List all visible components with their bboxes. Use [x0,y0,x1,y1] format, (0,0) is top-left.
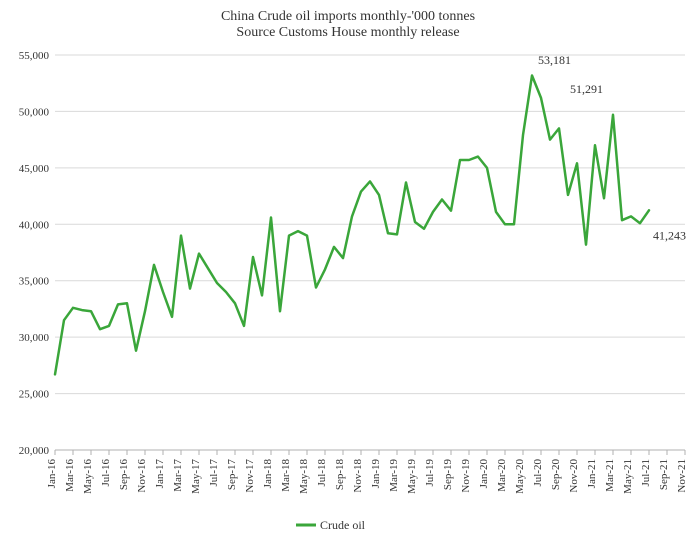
annotation-label: 41,243 [653,229,686,243]
x-tick-label: May-19 [406,459,418,494]
x-tick-label: Sep-20 [550,459,562,491]
y-tick-label: 45,000 [19,163,50,175]
x-tick-label: Mar-18 [280,459,292,492]
x-tick-label: Sep-21 [658,459,670,490]
x-tick-label: Jan-16 [46,459,58,489]
x-tick-label: Jul-17 [208,459,220,487]
x-tick-label: Mar-21 [604,459,616,492]
x-tick-label: May-16 [82,459,94,494]
x-tick-label: Nov-17 [244,459,256,493]
x-tick-label: May-20 [514,459,526,494]
x-tick-label: Sep-19 [442,459,454,491]
x-tick-label: Jul-19 [424,459,436,487]
y-tick-label: 40,000 [19,219,50,231]
x-tick-label: Nov-20 [568,459,580,493]
x-tick-label: Nov-21 [676,459,688,493]
annotation-label: 51,291 [570,82,603,96]
line-chart-svg: 20,000 25,000 30,000 35,000 40,000 45,000 50,0… [0,0,696,537]
y-tick-label: 30,000 [19,332,50,344]
x-tick-label: May-18 [298,459,310,494]
x-tick-label: Jul-18 [316,459,328,487]
x-tick-label: Sep-17 [226,459,238,491]
x-tick-label: Nov-18 [352,459,364,493]
legend-label: Crude oil [320,518,366,532]
x-tick-label: Sep-18 [334,459,346,491]
x-tick-label: Jan-18 [262,459,274,489]
x-tick-label: Nov-16 [136,459,148,493]
chart-title-line2: Source Customs House monthly release [236,25,459,40]
chart-container: 20,000 25,000 30,000 35,000 40,000 45,000 50,0… [0,0,696,537]
y-tick-label: 20,000 [19,445,50,457]
x-tick-label: Jul-21 [640,459,652,487]
y-tick-label: 55,000 [19,50,50,62]
y-tick-label: 35,000 [19,276,50,288]
x-tick-label: May-21 [622,459,634,494]
x-tick-label: Nov-19 [460,459,472,493]
x-tick-label: Jan-17 [154,459,166,489]
x-tick-label: Mar-19 [388,459,400,492]
x-tick-label: Jul-20 [532,459,544,487]
x-tick-label: Mar-16 [64,459,76,492]
y-tick-label: 50,000 [19,106,50,118]
annotation-label: 53,181 [538,53,571,67]
chart-bg [0,0,696,537]
x-tick-label: Mar-20 [496,459,508,492]
x-tick-label: Jan-21 [586,459,598,488]
chart-title-line1: China Crude oil imports monthly-'000 ton… [221,9,475,24]
x-tick-label: Jan-19 [370,459,382,489]
x-tick-label: Jul-16 [100,459,112,487]
y-tick-label: 25,000 [19,389,50,401]
x-tick-label: Sep-16 [118,459,130,491]
x-tick-label: May-17 [190,459,202,494]
x-tick-label: Mar-17 [172,459,184,492]
x-tick-label: Jan-20 [478,459,490,489]
